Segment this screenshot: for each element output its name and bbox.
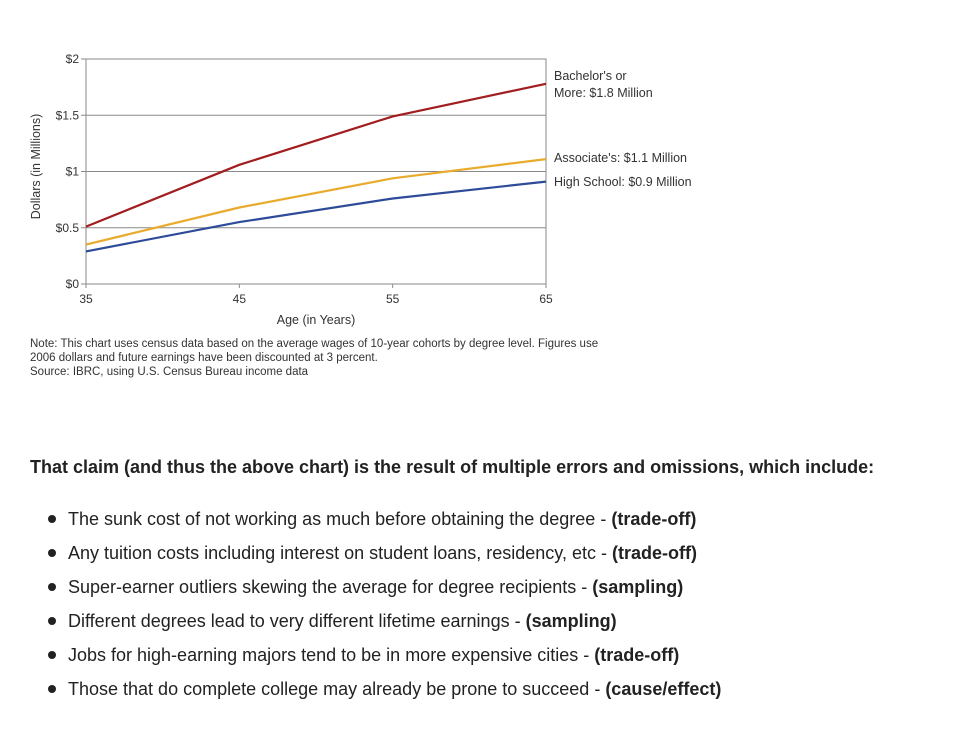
point-tag: (cause/effect) [605, 679, 722, 699]
claim-heading: That claim (and thus the above chart) is… [30, 457, 875, 477]
series-end-label: Bachelor's or [554, 69, 627, 83]
x-tick-label: 55 [386, 292, 400, 306]
x-tick-label: 35 [79, 292, 93, 306]
point-tag: (trade-off) [611, 509, 697, 529]
y-tick-label: $1 [66, 165, 80, 179]
list-item: The sunk cost of not working as much bef… [48, 505, 721, 539]
list-item: Jobs for high-earning majors tend to be … [48, 641, 721, 675]
series-line-2 [85, 180, 547, 253]
x-tick-label: 65 [539, 292, 553, 306]
list-item: Those that do complete college may alrea… [48, 675, 721, 709]
series-line-0 [85, 82, 547, 228]
y-tick-label: $0 [66, 277, 80, 291]
point-text: Those that do complete college may alrea… [68, 679, 606, 699]
series-end-label: More: $1.8 Million [554, 86, 653, 100]
y-tick-label: $0.5 [56, 221, 80, 235]
bullet-icon [48, 583, 56, 591]
list-item: Super-earner outliers skewing the averag… [48, 573, 721, 607]
x-axis-label: Age (in Years) [277, 313, 356, 327]
bullet-icon [48, 515, 56, 523]
point-tag: (sampling) [592, 577, 684, 597]
lifetime-earnings-chart: $0 $0.5 $1 $1.5 $2 35 45 55 65 Age (in Years) Doll… [29, 52, 692, 327]
list-item: Different degrees lead to very different… [48, 607, 721, 641]
point-tag: (trade-off) [611, 543, 697, 563]
series-line-1 [85, 158, 547, 246]
error-list: The sunk cost of not working as much bef… [48, 505, 721, 709]
bullet-icon [48, 617, 56, 625]
point-text: The sunk cost of not working as much bef… [68, 509, 612, 529]
chart-note-line1: Note: This chart uses census data based … [30, 338, 599, 350]
y-tick-label: $2 [66, 52, 80, 66]
list-item: Any tuition costs including interest on … [48, 539, 721, 573]
series-end-label: Associate's: $1.1 Million [554, 151, 687, 165]
bullet-icon [48, 549, 56, 557]
chart-note-line2: 2006 dollars and future earnings have be… [30, 352, 378, 364]
point-text: Any tuition costs including interest on … [68, 543, 612, 563]
point-text: Jobs for high-earning majors tend to be … [68, 645, 595, 665]
y-axis-label: Dollars (in Millions) [29, 114, 43, 220]
x-tick-label: 45 [233, 292, 247, 306]
point-tag: (sampling) [525, 611, 617, 631]
chart-source: Source: IBRC, using U.S. Census Bureau i… [30, 366, 309, 378]
y-tick-label: $1.5 [56, 108, 80, 122]
bullet-icon [48, 685, 56, 693]
series-end-label: High School: $0.9 Million [554, 175, 692, 189]
point-text: Super-earner outliers skewing the averag… [68, 577, 593, 597]
point-text: Different degrees lead to very different… [68, 611, 526, 631]
point-tag: (trade-off) [594, 645, 680, 665]
bullet-icon [48, 651, 56, 659]
